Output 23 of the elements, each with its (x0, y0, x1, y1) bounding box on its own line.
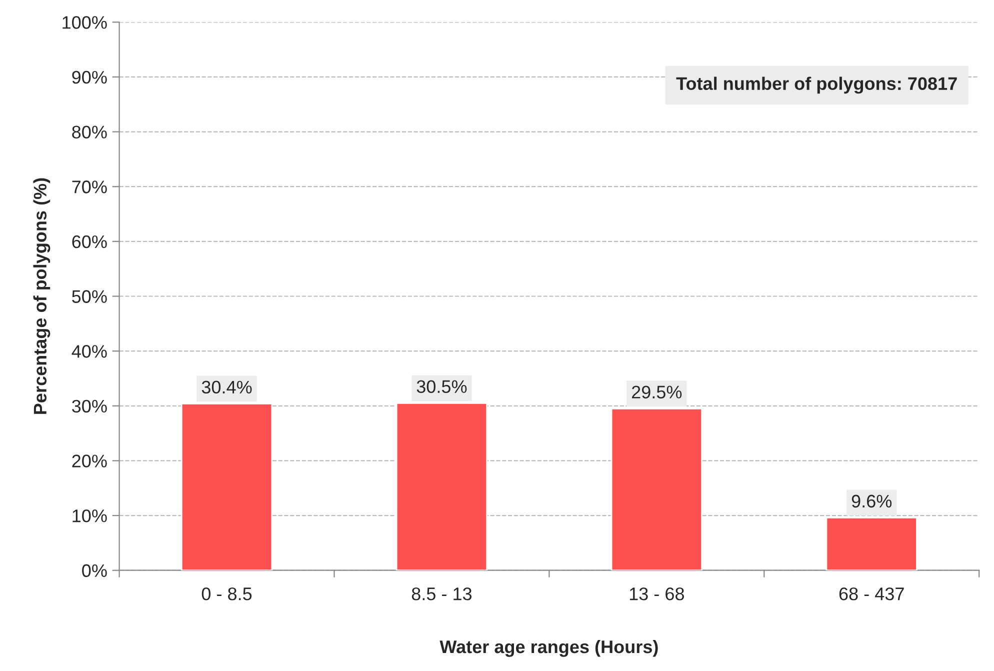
data-label: 30.4% (202, 380, 252, 394)
y-tick-label: 0% (82, 564, 107, 578)
y-tick-label: 90% (72, 70, 107, 84)
y-tick-label: 80% (72, 126, 107, 139)
y-tick-label: 30% (72, 400, 107, 413)
data-label: 29.5% (632, 386, 682, 398)
y-tick-label: 40% (72, 345, 107, 358)
x-axis-title: Water age ranges (Hours) (440, 640, 658, 657)
x-tick-label: 8.5 - 13 (412, 587, 472, 600)
y-tick-label: 20% (72, 454, 107, 468)
y-tick-label: 10% (72, 509, 107, 522)
y-axis-title: Percentage of polygons (%) (33, 178, 50, 414)
x-tick-label: 13 - 68 (630, 587, 684, 600)
y-tick-label: 50% (72, 290, 107, 303)
y-tick-label: 70% (72, 180, 107, 194)
data-label: 30.5% (416, 380, 467, 393)
y-tick-label: 100% (62, 16, 107, 29)
x-tick-label: 0 - 8.5 (202, 587, 252, 600)
annotation: Total number of polygons: 70817 (676, 76, 957, 94)
y-tick-label: 60% (72, 235, 107, 248)
x-tick-label: 68 - 437 (839, 587, 904, 600)
bar (180, 403, 273, 570)
data-label: 9.6% (852, 494, 892, 508)
